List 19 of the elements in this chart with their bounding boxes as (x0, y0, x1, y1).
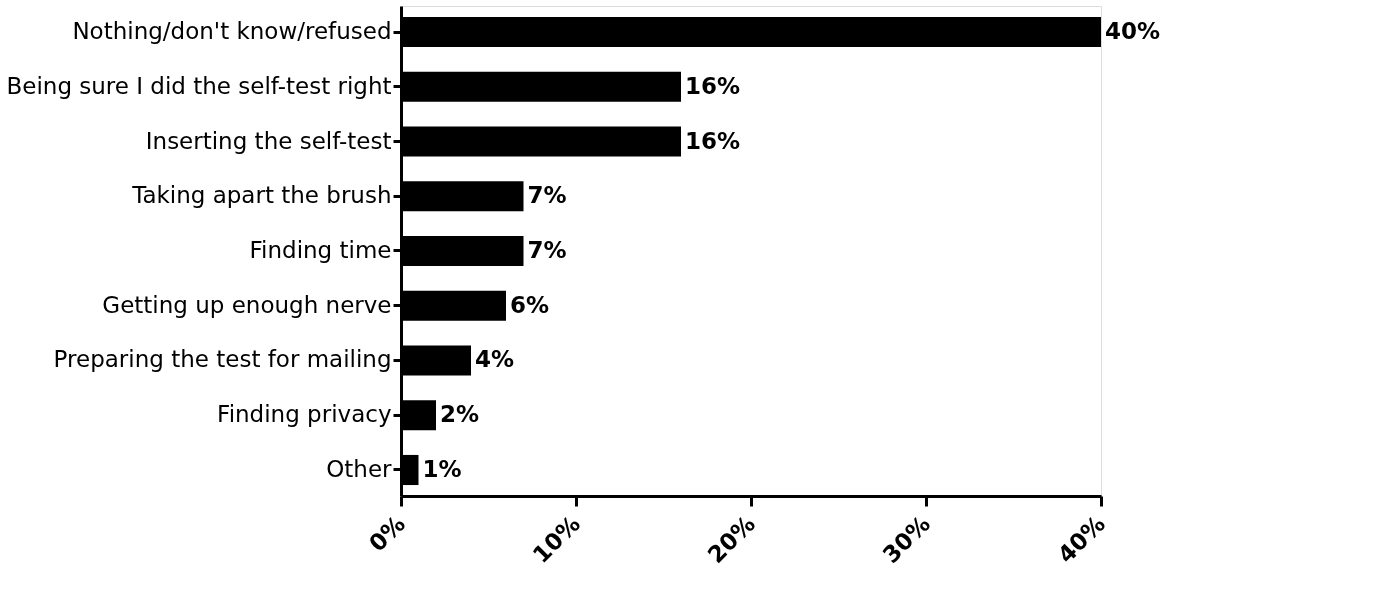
data-label: 7% (527, 182, 567, 209)
data-label: 7% (527, 237, 567, 263)
x-tick-label: 0% (363, 510, 410, 557)
y-tick-label: Taking apart the brush (131, 182, 392, 209)
data-label: 6% (510, 291, 550, 318)
data-label: 2% (440, 401, 480, 428)
data-label: 40% (1105, 18, 1161, 45)
y-tick-label: Finding privacy (217, 401, 392, 428)
y-tick-label: Finding time (249, 237, 392, 263)
y-tick-label: Being sure I did the self-test right (6, 72, 392, 99)
data-label: 16% (685, 72, 741, 99)
data-label: 16% (685, 127, 741, 154)
y-tick-label: Other (326, 455, 393, 482)
data-label: 4% (475, 346, 515, 373)
y-tick-label: Nothing/don't know/refused (72, 18, 392, 45)
y-tick-label: Getting up enough nerve (102, 291, 392, 318)
y-tick-label: Inserting the self-test (145, 127, 392, 154)
y-tick-label: Preparing the test for mailing (53, 346, 392, 373)
data-label: 1% (422, 455, 462, 482)
